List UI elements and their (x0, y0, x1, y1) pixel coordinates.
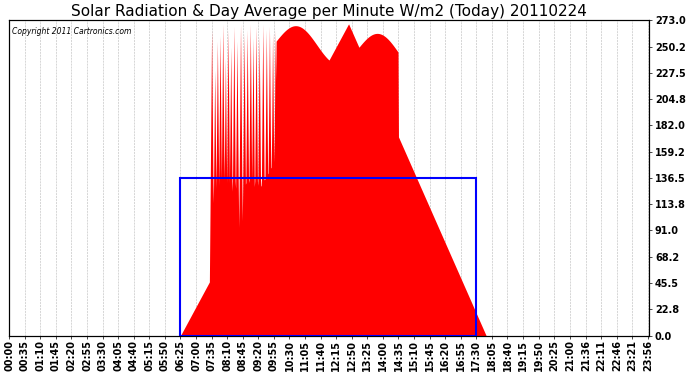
Bar (181, 178, 476, 336)
Text: Copyright 2011 Cartronics.com: Copyright 2011 Cartronics.com (12, 27, 132, 36)
Title: Solar Radiation & Day Average per Minute W/m2 (Today) 20110224: Solar Radiation & Day Average per Minute… (71, 4, 587, 19)
